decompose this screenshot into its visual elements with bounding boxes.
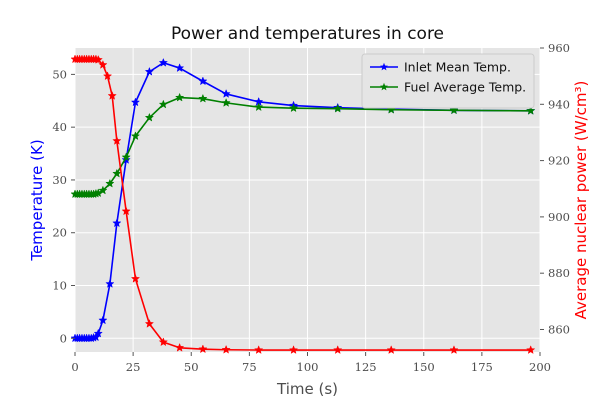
data-point [98, 59, 108, 69]
y-right-tick-label: 960 [548, 41, 570, 55]
data-point [130, 97, 141, 107]
data-point [144, 318, 155, 328]
y-right-tick-label: 860 [548, 322, 570, 336]
x-tick-label: 25 [126, 360, 141, 374]
y-right-tick-label: 940 [548, 97, 570, 111]
data-point [102, 71, 113, 81]
legend-label: Inlet Mean Temp. [404, 60, 511, 75]
data-point [526, 105, 536, 115]
data-point [98, 185, 108, 195]
data-point [130, 273, 141, 283]
x-tick-label: 100 [297, 360, 319, 374]
data-point [221, 344, 231, 354]
legend-marker [380, 82, 388, 91]
x-tick-label: 125 [355, 360, 377, 374]
y-right-tick-label: 920 [548, 154, 570, 168]
data-point [112, 135, 122, 145]
y-axis-right-title: Average nuclear power (W/cm³) [572, 81, 590, 320]
data-point [105, 178, 115, 188]
series-inlet-mean-temp [70, 57, 536, 343]
data-point [198, 344, 208, 354]
data-point [121, 206, 131, 216]
data-point [254, 345, 264, 354]
legend-marker [380, 62, 388, 71]
data-point [93, 54, 103, 64]
y-left-tick-label: 20 [52, 226, 67, 240]
data-point [174, 63, 185, 73]
data-point [333, 345, 343, 354]
y-right-tick-label: 900 [548, 210, 570, 224]
y-right-tick-label: 880 [548, 266, 570, 280]
data-point [158, 337, 169, 347]
x-tick-label: 50 [184, 360, 199, 374]
data-point [112, 218, 122, 228]
data-point [288, 103, 299, 113]
data-point [288, 345, 299, 354]
data-point [93, 328, 103, 338]
x-tick-label: 75 [242, 360, 257, 374]
y-axis-left-title: Temperature (K) [28, 139, 46, 261]
data-point [105, 279, 115, 288]
data-point [121, 152, 131, 162]
x-tick-label: 175 [471, 360, 493, 374]
data-point [112, 168, 122, 178]
data-point [449, 345, 459, 354]
legend-label: Fuel Average Temp. [404, 80, 526, 95]
data-point [144, 112, 155, 122]
x-tick-label: 0 [71, 360, 78, 374]
y-left-tick-label: 0 [60, 331, 67, 345]
data-point [174, 92, 185, 102]
data-point [98, 315, 108, 325]
y-left-tick-label: 50 [52, 67, 67, 81]
chart-title: Power and temperatures in core [171, 24, 444, 44]
data-point [526, 345, 536, 354]
data-point [386, 345, 396, 354]
data-point [198, 76, 208, 86]
x-tick-label: 200 [529, 360, 551, 374]
legend: Inlet Mean Temp. Fuel Average Temp. [361, 53, 535, 109]
y-left-tick-label: 40 [52, 120, 67, 134]
data-point [198, 93, 208, 103]
data-point [107, 90, 117, 100]
series-right-axis-series [70, 54, 536, 354]
data-point [254, 102, 264, 112]
data-point [449, 105, 459, 115]
legend-box [361, 53, 535, 109]
y-left-tick-label: 30 [52, 173, 67, 187]
data-point [121, 154, 131, 164]
axes: 0 25 50 75 100 125 150 175 200 0 10 20 30 40 50 860 880 9… [52, 41, 570, 374]
data-point [158, 57, 169, 67]
x-tick-label: 150 [413, 360, 435, 374]
x-axis-title: Time (s) [276, 380, 338, 398]
series-fuel-average-temp [70, 92, 536, 199]
data-point [130, 131, 141, 141]
data-point [221, 97, 231, 107]
data-point [174, 342, 185, 352]
y-left-tick-label: 10 [52, 279, 67, 293]
series-layer [70, 54, 536, 354]
data-point [158, 99, 169, 109]
data-point [333, 103, 343, 113]
data-point [144, 66, 155, 76]
data-point [221, 89, 231, 98]
